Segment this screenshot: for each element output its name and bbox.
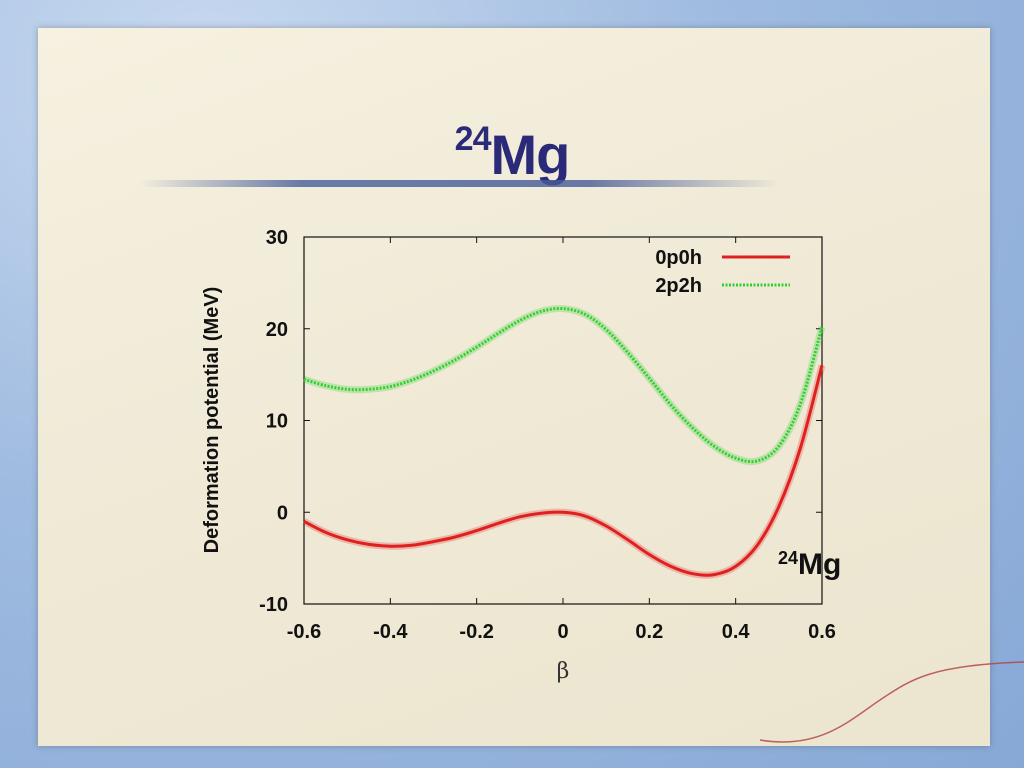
series-2p2h-halo <box>302 304 826 466</box>
x-tick-labels: -0.6 -0.4 -0.2 0 0.2 0.4 0.6 <box>287 621 836 643</box>
annotation-mass: 24 <box>778 548 798 568</box>
x-tick-label: 0.2 <box>635 621 663 643</box>
y-tick-label: -10 <box>259 594 288 616</box>
x-axis-label: β <box>557 659 570 684</box>
legend-label-2p2h: 2p2h <box>655 275 702 297</box>
series-2p2h-line <box>303 306 824 464</box>
x-tick-label: -0.2 <box>459 621 493 643</box>
y-tick-label: 10 <box>266 411 288 433</box>
nucleus-annotation: 24Mg <box>778 548 841 581</box>
x-tick-label: -0.4 <box>373 621 408 643</box>
x-tick-label: 0.6 <box>808 621 836 643</box>
y-tick-label: 30 <box>266 227 288 249</box>
annotation-element: Mg <box>798 548 841 581</box>
y-axis-label: Deformation potential (MeV) <box>201 287 223 554</box>
y-tick-label: 20 <box>266 319 288 341</box>
y-tick-labels: -10 0 10 20 30 <box>259 227 288 616</box>
series-0p0h-line <box>303 365 824 577</box>
legend: 0p0h 2p2h <box>655 247 790 297</box>
slide-title: 24Mg <box>0 120 1024 187</box>
paper-background <box>38 28 990 746</box>
title-underline <box>140 180 780 187</box>
plot-frame <box>303 236 823 605</box>
series-0p0h-halo <box>302 364 826 579</box>
x-tick-label: 0.4 <box>722 621 751 643</box>
title-mass-number: 24 <box>454 120 492 159</box>
series-layer <box>302 304 826 579</box>
x-tick-label: 0 <box>557 621 568 643</box>
y-tick-label: 0 <box>277 502 288 524</box>
x-tick-label: -0.6 <box>287 621 321 643</box>
legend-label-0p0h: 0p0h <box>655 247 702 269</box>
title-element: Mg <box>490 123 570 186</box>
